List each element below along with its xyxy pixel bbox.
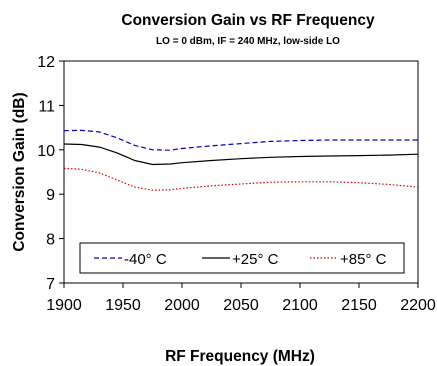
x-tick-label: 2050 bbox=[223, 297, 259, 314]
y-axis-label: Conversion Gain (dB) bbox=[11, 92, 28, 251]
y-tick-label: 7 bbox=[46, 276, 55, 293]
x-tick-label: 1900 bbox=[46, 297, 82, 314]
chart-subtitle: LO = 0 dBm, IF = 240 MHz, low-side LO bbox=[156, 36, 340, 47]
legend-label-2: +25° C bbox=[232, 251, 279, 268]
y-tick-label: 11 bbox=[38, 98, 55, 115]
y-tick-label: 8 bbox=[46, 232, 55, 249]
x-tick-label: 2200 bbox=[400, 297, 436, 314]
x-tick-label: 2150 bbox=[341, 297, 377, 314]
legend-label-1: -40° C bbox=[124, 251, 167, 268]
series-line-3 bbox=[63, 167, 419, 191]
y-tick-label: 10 bbox=[37, 143, 55, 160]
legend-label-3: +85° C bbox=[340, 251, 387, 268]
x-tick-label: 2000 bbox=[164, 297, 200, 314]
series-line-2 bbox=[63, 143, 419, 166]
chart-title: Conversion Gain vs RF Frequency bbox=[121, 12, 375, 29]
y-tick-label: 9 bbox=[46, 187, 55, 204]
x-tick-label: 2100 bbox=[282, 297, 318, 314]
legend-box bbox=[79, 242, 405, 274]
plot-layer: 7 8 9 10 11 12 1900 1950 2000 2050 2100 2150 2200 -40… bbox=[37, 54, 436, 314]
x-axis-label: RF Frequency (MHz) bbox=[165, 348, 315, 365]
y-tick-label: 12 bbox=[37, 54, 55, 71]
x-tick-label: 1950 bbox=[105, 297, 141, 314]
series-line-1 bbox=[63, 129, 418, 151]
